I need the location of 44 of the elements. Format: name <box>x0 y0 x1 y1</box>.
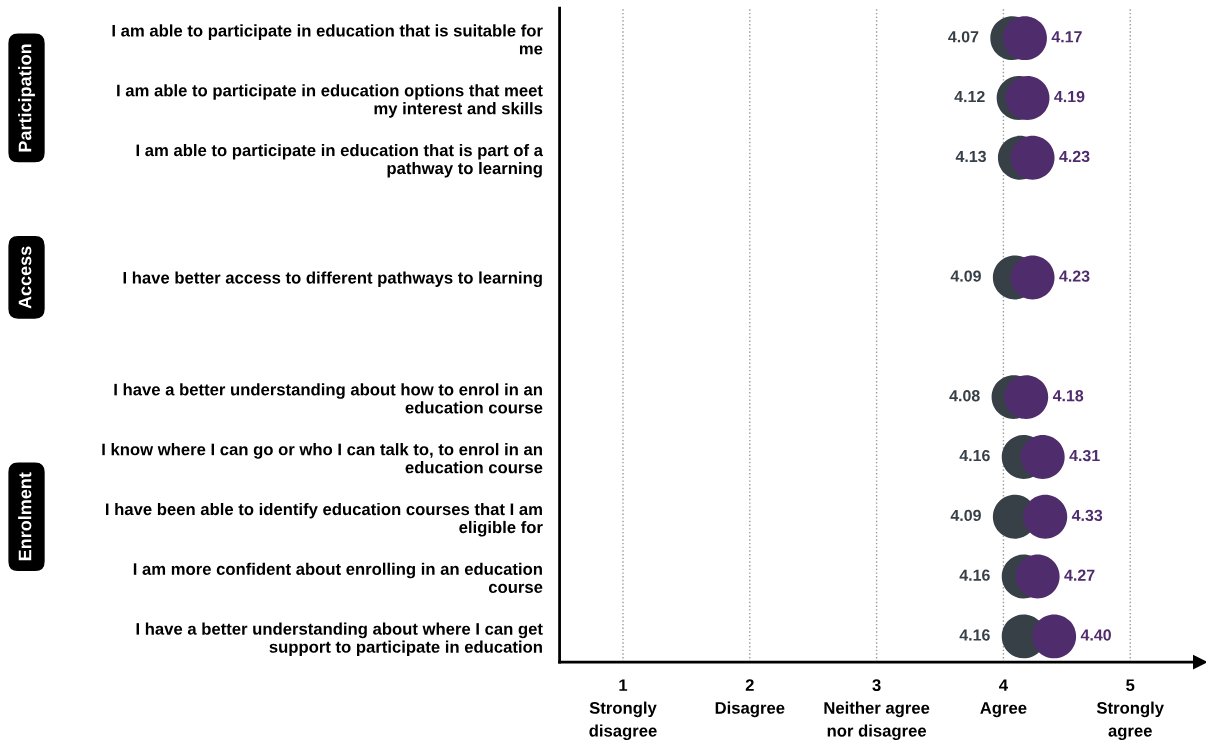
text: Enrolment <box>18 472 32 561</box>
x-tick-label: 2 Disagree <box>715 679 785 718</box>
y-tick-label: I have better access to different pathways to learning <box>123 271 542 288</box>
data-label: 4.16 <box>959 569 990 581</box>
data-label: 4.17 <box>1051 31 1082 43</box>
y-tick-label: I am able to participate in education that is suitable for me <box>112 24 543 55</box>
point <box>1032 614 1077 659</box>
point <box>1010 135 1055 180</box>
data-label: 4.33 <box>1071 509 1103 522</box>
data-label: 4.16 <box>959 629 990 641</box>
point <box>1023 494 1068 539</box>
point <box>1003 16 1047 61</box>
y-tick-label: I know where I can go or who I can talk to, to enrol in an education course <box>102 443 543 474</box>
data-label: 4.23 <box>1059 150 1090 163</box>
data-label: 4.16 <box>959 449 990 462</box>
data-label: 4.09 <box>950 509 981 522</box>
y-tick-label: I have a better understanding about where I can get support to participate in education <box>136 622 543 657</box>
point <box>1010 255 1055 300</box>
x-tick-label: 1 Strongly disagree <box>589 679 657 741</box>
data-label: 4.40 <box>1080 629 1111 641</box>
point <box>1020 434 1065 479</box>
x-tick-label: 3 Neither agree nor disagree <box>824 679 930 741</box>
data-label: 4.13 <box>955 150 986 163</box>
data-label: 4.19 <box>1054 90 1085 103</box>
text: Access <box>18 246 32 309</box>
point <box>1005 76 1050 120</box>
point <box>1015 554 1060 599</box>
y-tick-label: I have a better understanding about how to enrol in an education course <box>114 383 543 414</box>
data-label: 4.18 <box>1052 390 1084 402</box>
y-tick-label: I am more confident about enrolling in an education course <box>133 562 543 593</box>
data-label: 4.09 <box>950 270 981 282</box>
y-tick-label: I am able to participate in education that is part of a pathway to learning <box>136 143 544 178</box>
x-tick-label: 4 Agree <box>980 679 1027 718</box>
data-label: 4.08 <box>949 390 980 402</box>
data-label: 4.23 <box>1059 270 1090 282</box>
data-label: 4.07 <box>948 31 979 43</box>
data-label: 4.27 <box>1064 569 1095 581</box>
y-tick-label: I have been able to identify education courses that I am eligible for <box>106 502 543 537</box>
data-label: 4.12 <box>954 90 985 103</box>
point <box>1004 375 1049 420</box>
y-tick-label: I am able to participate in education options that meet my interest and skills <box>117 84 543 118</box>
x-tick-label: 5 Strongly agree <box>1096 679 1164 741</box>
text: Participation <box>18 44 35 152</box>
data-label: 4.31 <box>1069 449 1100 462</box>
